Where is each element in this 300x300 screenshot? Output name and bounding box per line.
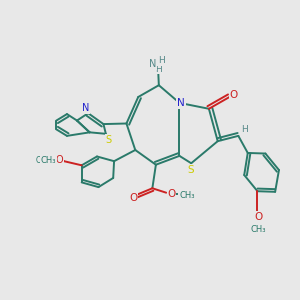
Text: H: H [242, 125, 248, 134]
Text: O: O [56, 155, 63, 165]
Text: S: S [187, 165, 194, 175]
Text: O: O [167, 189, 175, 199]
Text: O: O [255, 212, 263, 222]
Text: N: N [82, 103, 89, 113]
Text: N: N [177, 98, 185, 108]
Text: O: O [230, 90, 238, 100]
Text: O: O [129, 193, 137, 203]
Text: CH₃: CH₃ [179, 191, 195, 200]
Text: CH₃: CH₃ [251, 225, 266, 234]
Text: S: S [106, 135, 112, 145]
Text: H: H [155, 64, 162, 74]
Text: H: H [158, 56, 165, 65]
Text: CH₃: CH₃ [41, 156, 56, 165]
Text: N: N [149, 59, 156, 69]
Text: OCH₃: OCH₃ [36, 156, 56, 165]
